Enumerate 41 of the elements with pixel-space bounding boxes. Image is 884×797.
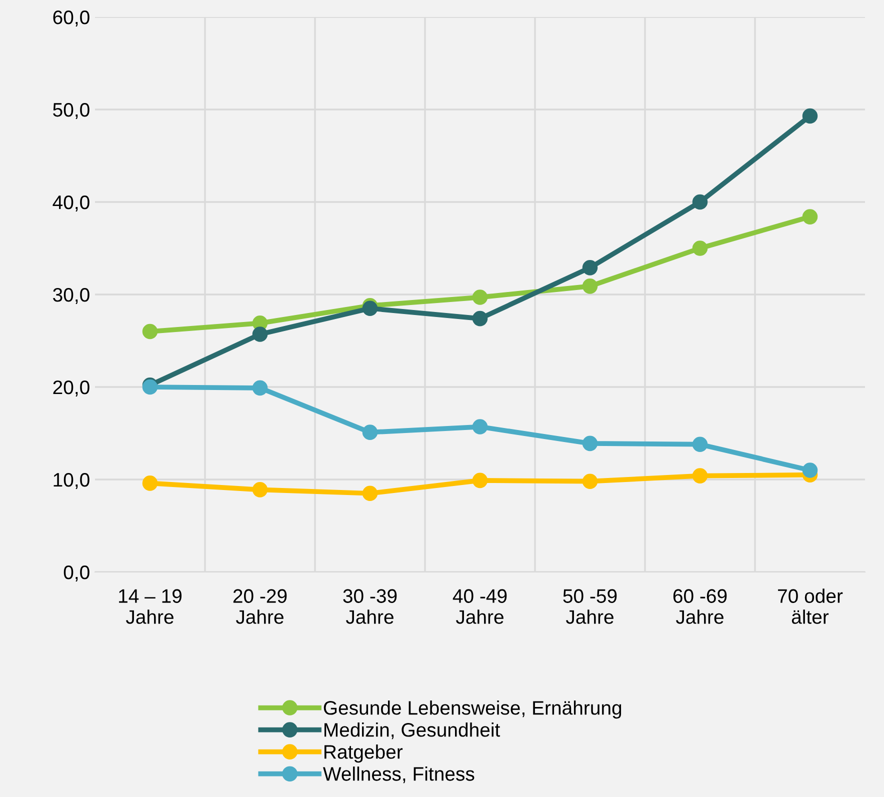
point [802, 209, 818, 224]
point [252, 482, 268, 498]
point [362, 300, 378, 316]
y-tick-label: 10,0 [54, 472, 90, 490]
point [802, 108, 818, 124]
point [692, 436, 708, 452]
y-tick-label: 0,0 [64, 565, 90, 582]
y-tick-label: 60,0 [53, 10, 90, 27]
point [472, 472, 488, 488]
point [472, 290, 488, 305]
y-tick-label: 20,0 [53, 380, 90, 397]
point [692, 240, 708, 256]
y-tick-label: 50,0 [53, 102, 90, 120]
point [252, 380, 268, 396]
point [692, 468, 708, 484]
point [472, 419, 488, 434]
x-tick-label: 20 -29 Jahre [233, 589, 287, 624]
point [252, 326, 268, 342]
x-tick-label: 50 -59 Jahre [563, 589, 617, 624]
legend-label: Gesunde Lebensweise, Ernährung [324, 700, 622, 719]
point [362, 424, 378, 440]
y-tick-label: 30,0 [53, 288, 90, 304]
point [692, 194, 708, 210]
y-tick-label: 40,0 [52, 195, 90, 212]
legend-label: Ratgeber [324, 744, 403, 763]
x-tick-label: 14 – 19 Jahre [119, 589, 182, 624]
point [472, 310, 488, 326]
x-tick-label: 30 -39 Jahre [343, 589, 397, 624]
point [362, 486, 378, 502]
point [802, 462, 818, 478]
x-tick-label: 70 oder älter [778, 588, 843, 624]
point [582, 436, 598, 452]
point [582, 278, 598, 294]
point [582, 474, 598, 489]
point [582, 260, 598, 276]
x-tick-label: 40 -49 Jahre [452, 589, 507, 624]
legend-label: Wellness, Fitness [322, 766, 474, 784]
point [142, 476, 158, 491]
x-tick-label: 60 -69 Jahre [673, 589, 727, 624]
point [142, 324, 158, 340]
legend-label: Medizin, Gesundheit [324, 722, 500, 740]
